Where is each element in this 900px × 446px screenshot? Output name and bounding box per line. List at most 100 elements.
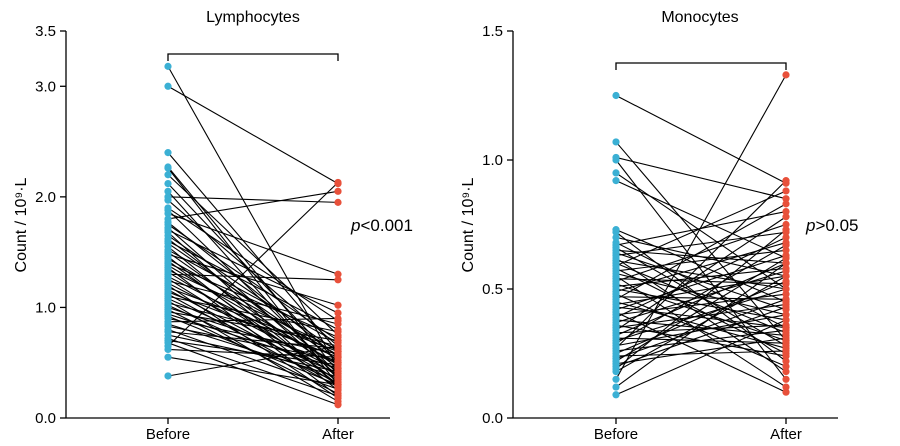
- monocytes-after-point-41: [782, 352, 790, 360]
- monocytes-pair-line-51: [615, 329, 787, 352]
- monocytes-after-point-37: [782, 290, 790, 298]
- lymphocytes-panel: Lymphocytes Count / 10⁹·L 0.0 1.0 2.0 3.0 3.…: [13, 9, 413, 443]
- lymphocytes-after-point-45: [334, 328, 342, 336]
- monocytes-before-point-62: [612, 391, 620, 399]
- lymphocytes-before-point-7: [164, 187, 172, 195]
- lymphocytes-pair-line-21: [167, 240, 339, 331]
- monocytes-after-point-47: [782, 285, 790, 293]
- monocytes-after-point-58: [782, 226, 790, 234]
- lymphocytes-after-point-65: [334, 178, 342, 187]
- lymphocytes-title: Lymphocytes: [206, 9, 300, 26]
- lymphocytes-x-tick-after: After: [322, 426, 354, 443]
- lymphocytes-p-threshold: <0.001: [360, 216, 412, 235]
- monocytes-before-point-0: [612, 91, 620, 100]
- monocytes-y-tick-label-2: 1.0: [482, 152, 503, 169]
- monocytes-after-point-59: [782, 272, 790, 280]
- monocytes-after-point-7: [782, 357, 790, 365]
- lymphocytes-y-tick-label-1: 1.0: [35, 299, 56, 316]
- monocytes-after-point-10: [782, 208, 790, 216]
- monocytes-before-point-5: [612, 177, 620, 185]
- lymphocytes-pair-line-68: [167, 345, 339, 377]
- lymphocytes-after-point-64: [334, 401, 342, 409]
- lymphocytes-after-point-13: [334, 187, 342, 195]
- monocytes-pair-line-35: [615, 254, 787, 311]
- monocytes-pair-line-47: [615, 288, 787, 342]
- monocytes-after-point-29: [782, 362, 790, 370]
- lymphocytes-pair-line-19: [167, 235, 339, 353]
- monocytes-after-point-24: [782, 220, 790, 229]
- lymphocytes-pair-line-63: [167, 340, 339, 366]
- monocytes-y-tick-label-3: 1.5: [482, 23, 503, 40]
- monocytes-panel: Monocytes Count / 10⁹·L 0.0 0.5 1.0 1.5 p>0…: [460, 9, 858, 443]
- monocytes-pair-line-30: [615, 296, 787, 300]
- lymphocytes-pair-lines: [167, 66, 339, 406]
- lymphocytes-pair-line-48: [167, 302, 339, 347]
- monocytes-after-point-53: [782, 347, 790, 355]
- lymphocytes-before-point-1: [164, 82, 172, 90]
- monocytes-pair-line-58: [615, 229, 787, 370]
- monocytes-after-point-31: [782, 200, 790, 208]
- monocytes-after-point-55: [782, 254, 790, 262]
- monocytes-pair-line-23: [615, 278, 787, 285]
- lymphocytes-y-tick-label-0: 0.0: [35, 410, 56, 427]
- lymphocytes-pair-line-57: [167, 323, 339, 378]
- monocytes-pair-line-25: [615, 283, 787, 342]
- lymphocytes-after-point-8: [334, 198, 342, 206]
- lymphocytes-pair-line-8: [167, 196, 339, 203]
- monocytes-after-point-54: [782, 295, 790, 303]
- monocytes-after-point-61: [782, 259, 790, 267]
- monocytes-pair-line-31: [615, 203, 787, 300]
- monocytes-pair-line-9: [615, 242, 787, 329]
- monocytes-after-point-43: [782, 213, 790, 221]
- monocytes-pair-line-0: [615, 95, 787, 184]
- lymphocytes-before-point-68: [164, 372, 172, 380]
- lymphocytes-pair-line-5: [167, 174, 339, 336]
- lymphocytes-pair-line-35: [167, 273, 339, 281]
- monocytes-pair-line-49: [615, 314, 787, 347]
- monocytes-y-tick-label-0: 0.0: [482, 410, 503, 427]
- monocytes-significance-bracket: [615, 62, 787, 70]
- lymphocytes-before-point-4: [164, 164, 172, 172]
- lymphocytes-after-point-67: [334, 381, 342, 389]
- lymphocytes-before-point-66: [164, 345, 172, 354]
- lymphocytes-pair-line-55: [167, 317, 339, 355]
- monocytes-y-ticks: 0.0 0.5 1.0 1.5: [482, 23, 513, 427]
- lymphocytes-pair-line-65: [167, 182, 339, 347]
- monocytes-after-point-49: [782, 311, 790, 319]
- monocytes-p-value: p>0.05: [805, 216, 858, 235]
- monocytes-pair-line-60: [615, 74, 787, 380]
- lymphocytes-y-tick-label-4: 3.5: [35, 23, 56, 40]
- monocytes-p-threshold: >0.05: [815, 216, 858, 235]
- lymphocytes-pair-line-64: [167, 342, 339, 406]
- lymphocytes-after-point-12: [334, 270, 342, 278]
- lymphocytes-after-point-62: [334, 392, 342, 400]
- lymphocytes-pair-line-13: [167, 190, 339, 220]
- monocytes-pair-line-62: [615, 319, 787, 396]
- lymphocytes-significance-bracket: [167, 53, 339, 61]
- monocytes-after-point-52: [782, 277, 790, 285]
- lymphocytes-before-point-12: [164, 209, 172, 218]
- monocytes-after-point-50: [782, 177, 790, 185]
- lymphocytes-pair-line-45: [167, 295, 339, 333]
- lymphocytes-pair-line-58: [167, 325, 339, 362]
- lymphocytes-p-symbol: p: [350, 216, 360, 235]
- monocytes-before-point-4: [612, 169, 620, 177]
- monocytes-pair-line-2: [615, 156, 787, 200]
- monocytes-after-point-60: [782, 71, 790, 79]
- lymphocytes-pair-line-26: [167, 253, 339, 306]
- monocytes-x-tick-before: Before: [594, 426, 638, 443]
- monocytes-pair-line-18: [615, 190, 787, 267]
- lymphocytes-after-point-35: [334, 276, 342, 284]
- monocytes-after-point-22: [782, 383, 790, 391]
- monocytes-pair-line-36: [615, 311, 787, 393]
- lymphocytes-pair-line-12: [167, 212, 339, 275]
- monocytes-after-point-3: [782, 375, 790, 383]
- monocytes-before-point-61: [612, 383, 620, 391]
- monocytes-before-point-60: [612, 375, 620, 383]
- lymphocytes-after-point-61: [334, 367, 342, 376]
- monocytes-pair-line-6: [615, 229, 787, 303]
- monocytes-after-point-44: [782, 321, 790, 329]
- monocytes-p-symbol: p: [805, 216, 815, 235]
- lymphocytes-pair-line-1: [167, 85, 339, 185]
